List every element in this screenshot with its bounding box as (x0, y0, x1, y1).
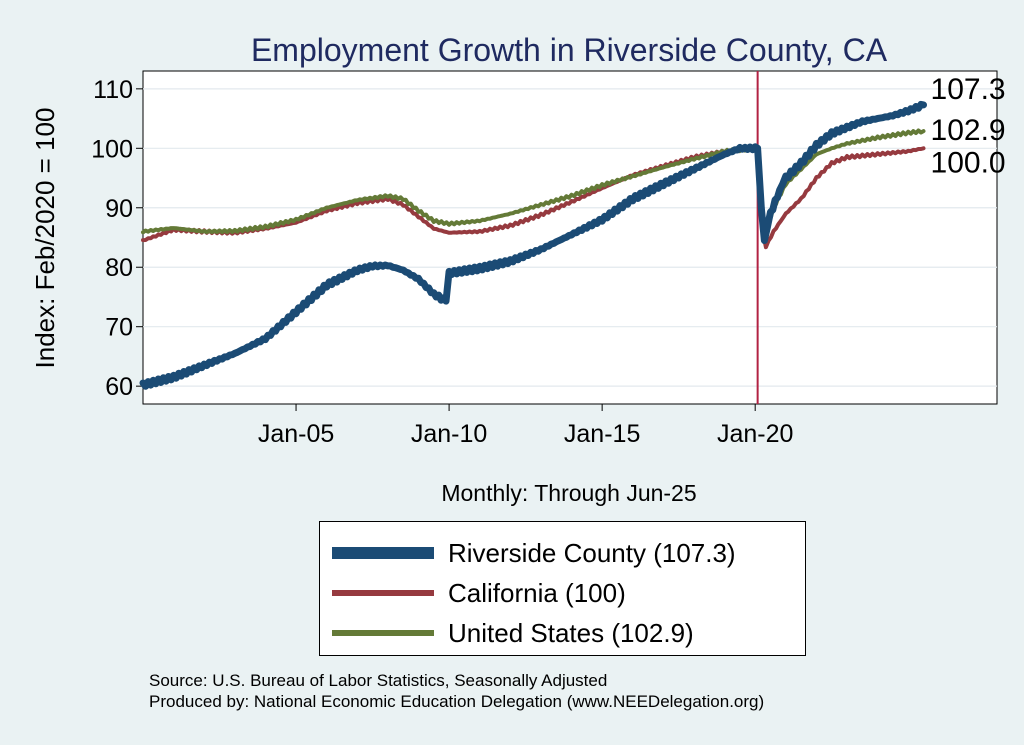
legend-item-united-states: United States (102.9) (332, 613, 694, 653)
gridlines (143, 88, 997, 387)
series-riverside (139, 100, 927, 390)
chart-title: Employment Growth in Riverside County, C… (251, 32, 888, 68)
x-axis: Jan-05 Jan-10 Jan-15 Jan-20 (258, 404, 793, 448)
legend-label-united-states: United States (102.9) (448, 617, 694, 648)
legend-item-california: California (100) (332, 573, 626, 613)
legend-label-california: California (100) (448, 577, 626, 608)
y-tick-label: 80 (105, 254, 133, 282)
x-axis-label: Monthly: Through Jun-25 (441, 480, 696, 506)
legend: Riverside County (107.3) California (100… (319, 521, 806, 656)
x-tick-label: Jan-10 (411, 420, 487, 448)
series-california-end-label: 100.0 (931, 146, 1006, 179)
y-axis-label: Index: Feb/2020 = 100 (30, 108, 60, 369)
legend-label-riverside: Riverside County (107.3) (448, 537, 736, 568)
y-tick-label: 100 (91, 135, 133, 163)
source-line: Source: U.S. Bureau of Labor Statistics,… (149, 671, 608, 690)
legend-swatch-united-states (332, 630, 434, 636)
y-tick-label: 90 (105, 195, 133, 223)
source-note: Source: U.S. Bureau of Labor Statistics,… (149, 670, 764, 712)
series-united-states-end-label: 102.9 (931, 114, 1006, 147)
x-tick-label: Jan-15 (564, 420, 640, 448)
x-tick-label: Jan-05 (258, 420, 334, 448)
series-riverside-end-label: 107.3 (931, 73, 1006, 106)
y-tick-label: 60 (105, 373, 133, 401)
series-group (139, 71, 927, 404)
y-tick-label: 70 (105, 314, 133, 342)
legend-swatch-riverside (332, 547, 434, 559)
y-axis: 60 70 80 90 100 110 (91, 76, 143, 401)
y-tick-label: 110 (93, 76, 133, 104)
x-tick-label: Jan-20 (717, 420, 793, 448)
legend-swatch-california (332, 590, 434, 596)
producer-line: Produced by: National Economic Education… (149, 692, 765, 711)
legend-item-riverside: Riverside County (107.3) (332, 533, 736, 573)
